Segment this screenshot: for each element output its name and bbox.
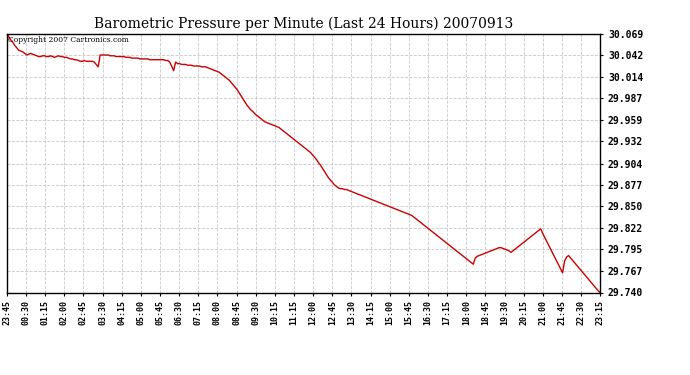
Text: Copyright 2007 Cartronics.com: Copyright 2007 Cartronics.com <box>8 36 129 44</box>
Title: Barometric Pressure per Minute (Last 24 Hours) 20070913: Barometric Pressure per Minute (Last 24 … <box>94 17 513 31</box>
